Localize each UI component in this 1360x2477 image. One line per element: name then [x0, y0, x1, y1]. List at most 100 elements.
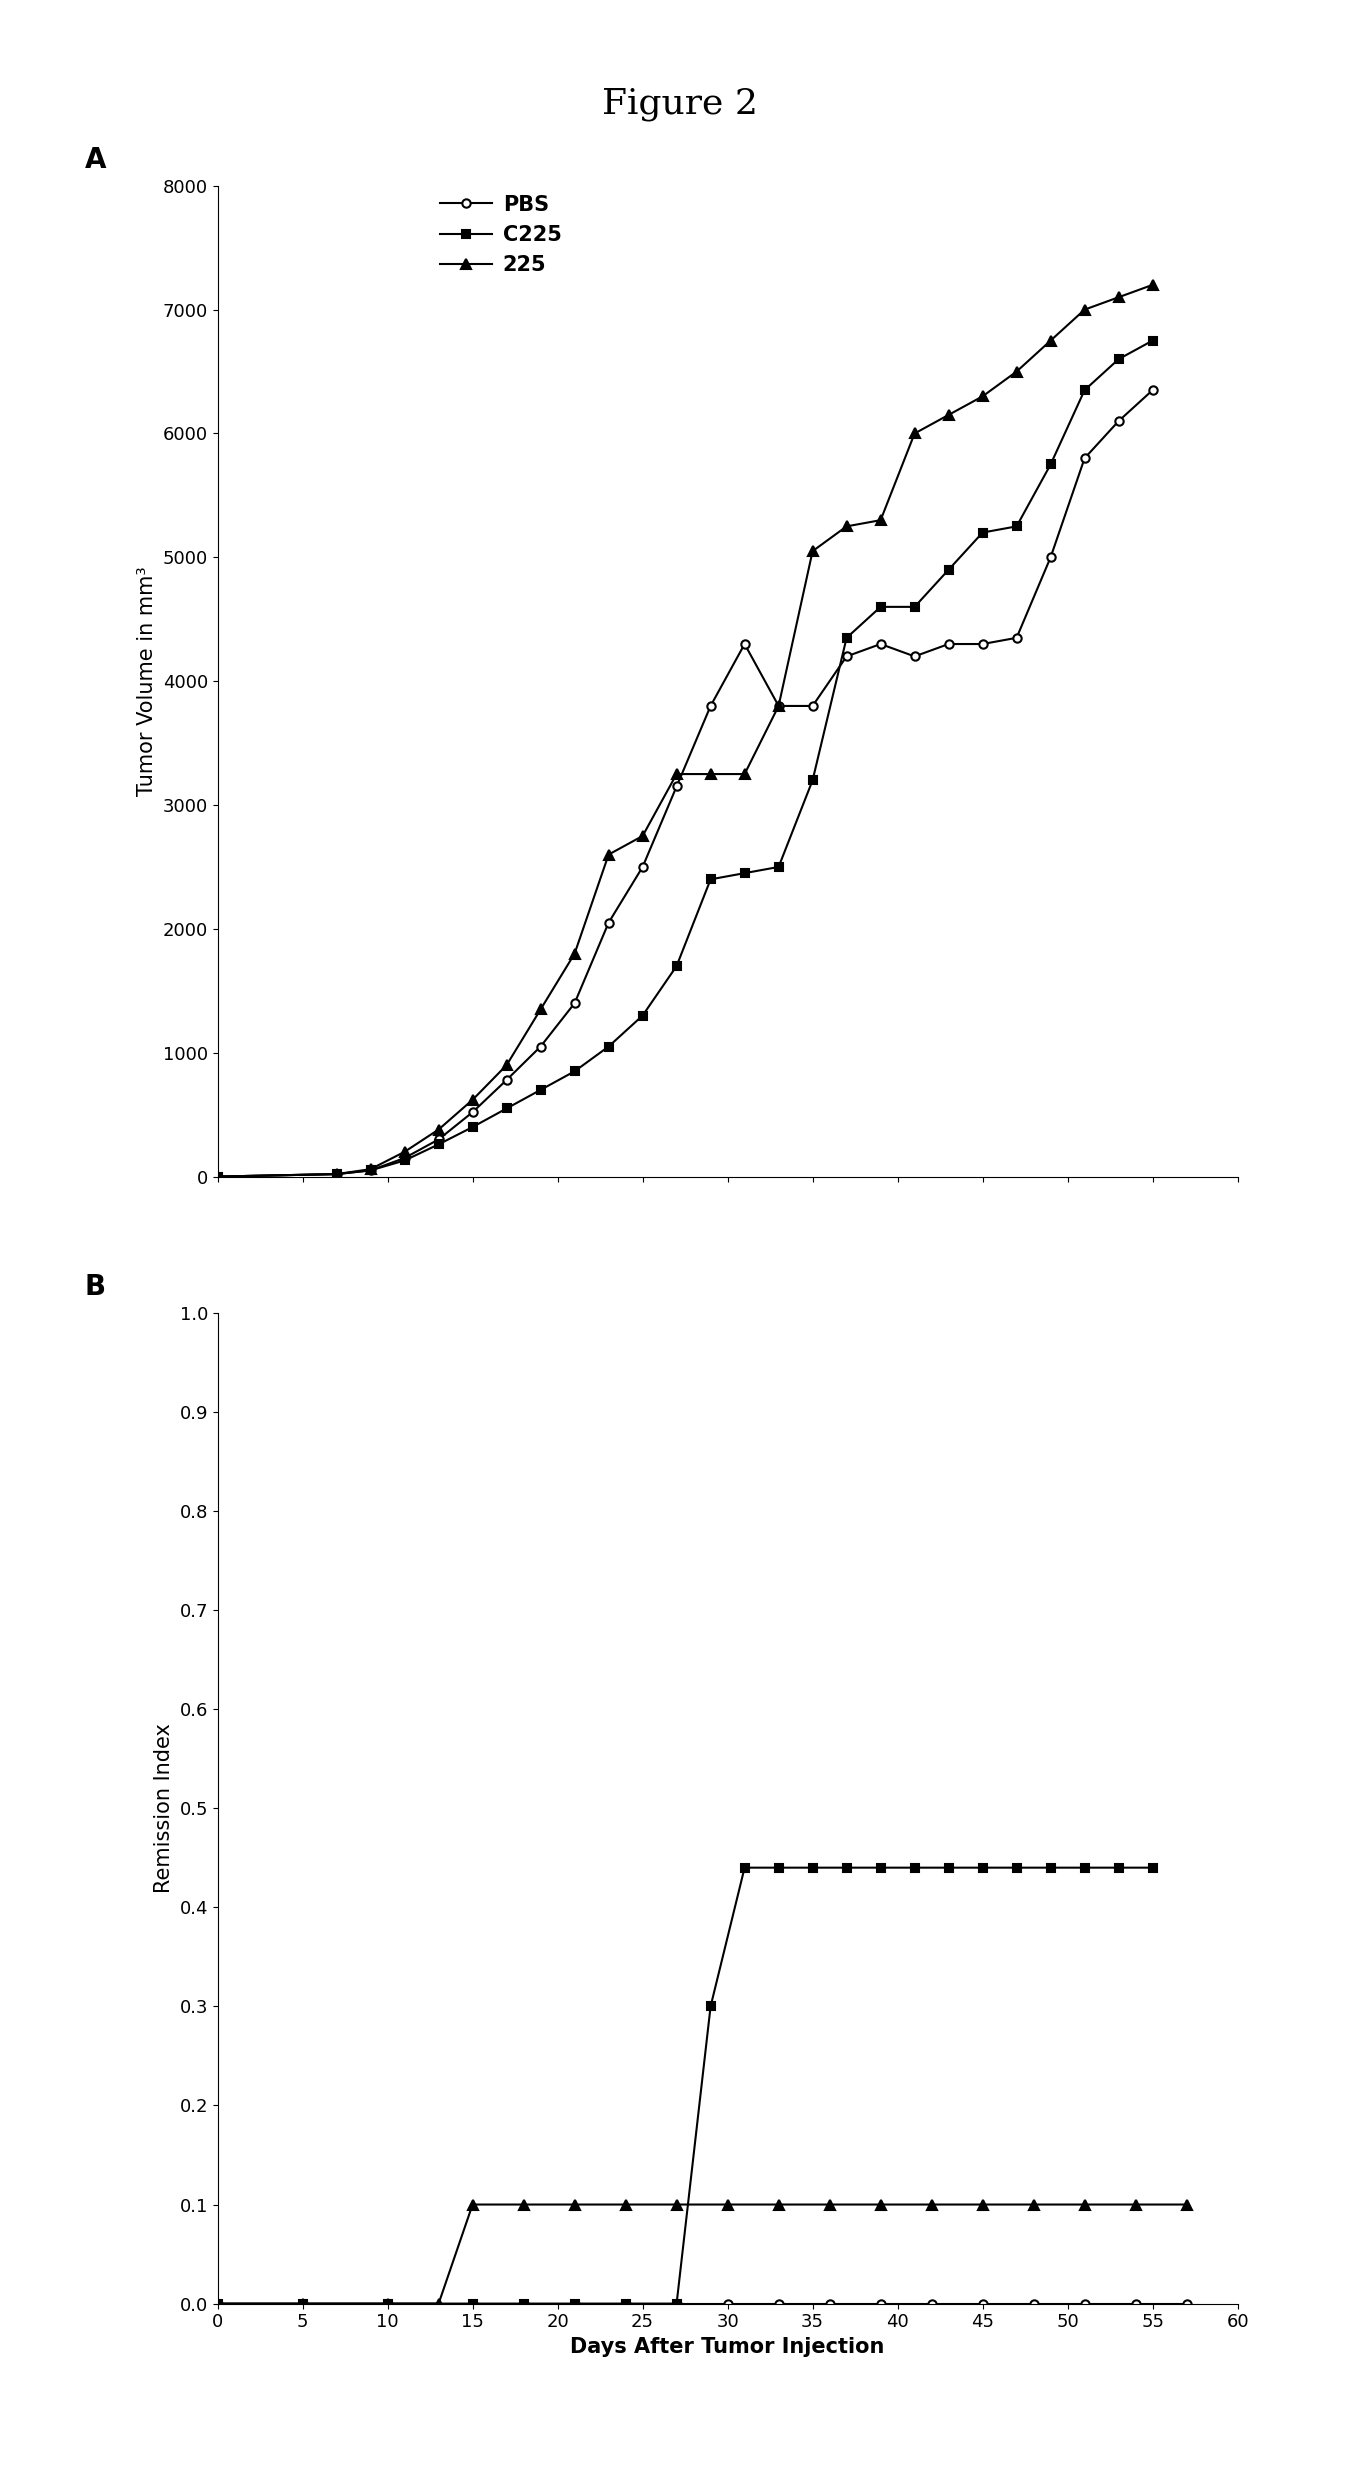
PBS [601, 909, 617, 939]
Line: C225: C225 [214, 337, 1157, 1182]
225 [617, 2190, 634, 2219]
C225 [805, 765, 821, 795]
PBS [770, 2289, 786, 2318]
225 [737, 758, 753, 788]
C225 [209, 2289, 226, 2318]
225 [1009, 357, 1025, 386]
225 [805, 538, 821, 567]
C225 [1009, 1853, 1025, 1883]
C225 [805, 1853, 821, 1883]
C225 [566, 2289, 582, 2318]
C225 [702, 1992, 718, 2021]
Line: C225: C225 [214, 1863, 1157, 2309]
C225 [838, 1853, 855, 1883]
Y-axis label: Tumor Volume in mm³: Tumor Volume in mm³ [137, 567, 156, 795]
225 [669, 758, 684, 788]
PBS [533, 1030, 549, 1060]
225 [974, 2190, 990, 2219]
225 [1144, 270, 1160, 300]
225 [1025, 2190, 1042, 2219]
C225 [669, 2289, 684, 2318]
225 [873, 505, 889, 535]
C225 [770, 1853, 786, 1883]
225 [566, 2190, 582, 2219]
225 [821, 2190, 838, 2219]
C225 [465, 2289, 481, 2318]
PBS [770, 691, 786, 721]
225 [329, 1159, 345, 1189]
C225 [873, 592, 889, 622]
C225 [397, 1144, 413, 1177]
C225 [737, 1853, 753, 1883]
PBS [1076, 2289, 1092, 2318]
PBS [906, 642, 922, 671]
Text: A: A [84, 146, 106, 173]
PBS [566, 2289, 582, 2318]
C225 [941, 1853, 957, 1883]
225 [906, 419, 922, 448]
Line: 225: 225 [212, 280, 1157, 1182]
PBS [873, 629, 889, 659]
PBS [702, 691, 718, 721]
PBS [515, 2289, 532, 2318]
Line: 225: 225 [212, 2200, 1191, 2309]
225 [566, 939, 582, 969]
C225 [1144, 1853, 1160, 1883]
C225 [1042, 451, 1058, 481]
225 [601, 840, 617, 869]
C225 [1009, 513, 1025, 542]
PBS [974, 629, 990, 659]
225 [770, 691, 786, 721]
225 [1076, 2190, 1092, 2219]
C225 [1042, 1853, 1058, 1883]
PBS [430, 1125, 446, 1154]
C225 [294, 2289, 310, 2318]
PBS [838, 642, 855, 671]
C225 [906, 592, 922, 622]
C225 [1076, 377, 1092, 406]
C225 [873, 1853, 889, 1883]
PBS [1009, 622, 1025, 651]
225 [974, 381, 990, 411]
C225 [634, 1001, 651, 1030]
C225 [498, 1095, 514, 1125]
C225 [1144, 327, 1160, 357]
C225 [974, 1853, 990, 1883]
PBS [634, 852, 651, 882]
225 [430, 1115, 446, 1144]
C225 [1110, 1853, 1126, 1883]
C225 [533, 1075, 549, 1105]
225 [1076, 295, 1092, 324]
225 [1178, 2190, 1194, 2219]
C225 [465, 1112, 481, 1142]
C225 [362, 1154, 378, 1186]
X-axis label: Days After Tumor Injection: Days After Tumor Injection [570, 2336, 885, 2358]
PBS [873, 2289, 889, 2318]
Y-axis label: Remission Index: Remission Index [154, 1724, 174, 1892]
225 [397, 1137, 413, 1167]
PBS [209, 2289, 226, 2318]
PBS [209, 1162, 226, 1191]
PBS [329, 1159, 345, 1189]
225 [465, 2190, 481, 2219]
PBS [805, 691, 821, 721]
PBS [294, 2289, 310, 2318]
Text: Figure 2: Figure 2 [602, 87, 758, 121]
225 [873, 2190, 889, 2219]
C225 [770, 852, 786, 882]
Line: PBS: PBS [214, 386, 1157, 1182]
PBS [1144, 377, 1160, 406]
C225 [838, 622, 855, 651]
C225 [1076, 1853, 1092, 1883]
PBS [566, 988, 582, 1018]
225 [923, 2190, 940, 2219]
PBS [1127, 2289, 1144, 2318]
225 [209, 2289, 226, 2318]
PBS [923, 2289, 940, 2318]
PBS [1178, 2289, 1194, 2318]
PBS [737, 629, 753, 659]
C225 [906, 1853, 922, 1883]
PBS [669, 2289, 684, 2318]
PBS [669, 773, 684, 803]
225 [634, 822, 651, 852]
